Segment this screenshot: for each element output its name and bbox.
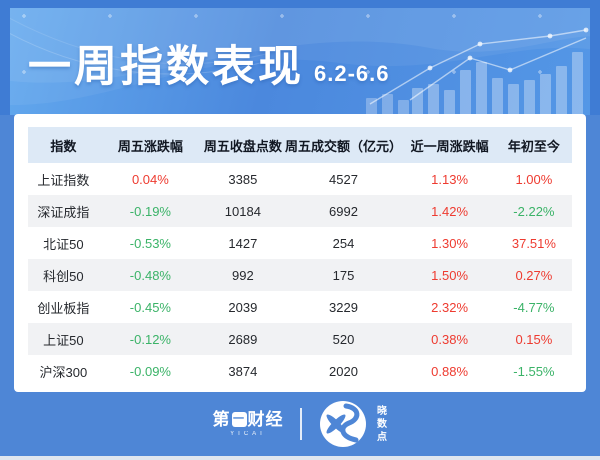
yicai-subtitle: YICAI: [230, 431, 266, 437]
cell-ytd: 1.00%: [515, 171, 553, 187]
cell-week-change: 2.32%: [431, 299, 469, 315]
cell-friday-change: -0.09%: [129, 363, 171, 379]
cell-index-name: 沪深300: [39, 364, 88, 380]
xiaoshudian-logo: 晓数点: [318, 399, 388, 449]
index-table: 指数 周五涨跌幅 周五收盘点数 周五成交额（亿元） 近一周涨跌幅 年初至今 上证指数 0.0…: [28, 127, 572, 387]
table-row: 北证50 -0.53% 1427 254 1.30% 37.51%: [28, 227, 572, 259]
cell-ytd: -2.22%: [495, 195, 572, 227]
xs-circle-icon: [319, 401, 366, 447]
logo-divider: [299, 408, 302, 440]
cell-friday-close: 3874: [228, 363, 258, 379]
cell-friday-change: -0.19%: [98, 195, 203, 227]
yicai-one-box: 一: [231, 412, 247, 427]
cell-index-name: 上证50: [28, 323, 99, 355]
cell-friday-change: 0.04%: [131, 171, 169, 187]
cell-week-change: 1.42%: [403, 195, 496, 227]
cell-friday-turnover: 520: [283, 323, 404, 355]
cell-week-change: 0.88%: [431, 363, 469, 379]
cell-ytd: 0.15%: [495, 323, 572, 355]
cell-friday-change: -0.53%: [129, 235, 171, 251]
cell-friday-close: 992: [202, 259, 284, 291]
cell-friday-close: 3385: [228, 171, 258, 187]
cell-week-change: 1.50%: [403, 259, 496, 291]
cell-friday-turnover: 3229: [329, 299, 358, 315]
cell-friday-change: -0.48%: [98, 259, 203, 291]
column-header: 周五成交额（亿元）: [283, 127, 404, 163]
column-header: 年初至今: [495, 127, 572, 163]
table-row: 上证50 -0.12% 2689 520 0.38% 0.15%: [28, 323, 572, 355]
column-header: 周五涨跌幅: [98, 127, 203, 163]
cell-friday-turnover: 2020: [329, 363, 358, 379]
cell-friday-turnover: 254: [332, 235, 355, 251]
yicai-logo: 第 一 财经 YICAI: [213, 411, 284, 437]
table-row: 创业板指 -0.45% 2039 3229 2.32% -4.77%: [28, 291, 572, 323]
cell-ytd: -4.77%: [513, 299, 555, 315]
cell-ytd: -1.55%: [513, 363, 555, 379]
table-row: 上证指数 0.04% 3385 4527 1.13% 1.00%: [28, 163, 572, 195]
cell-index-name: 上证指数: [37, 172, 90, 188]
cell-index-name: 深证成指: [28, 195, 99, 227]
index-table-card: 指数 周五涨跌幅 周五收盘点数 周五成交额（亿元） 近一周涨跌幅 年初至今 上证指数 0.0…: [14, 114, 586, 392]
column-header: 周五收盘点数: [202, 127, 284, 163]
table-header-row: 指数 周五涨跌幅 周五收盘点数 周五成交额（亿元） 近一周涨跌幅 年初至今: [28, 127, 572, 163]
yicai-text-post: 财经: [247, 410, 284, 429]
page-title: 一周指数表现: [28, 43, 304, 91]
footer: 第 一 财经 YICAI 晓数点: [0, 392, 600, 456]
cell-week-change: 1.30%: [431, 235, 469, 251]
banner-decoration: [10, 8, 590, 115]
column-header: 指数: [28, 127, 99, 163]
yicai-text-pre: 第: [212, 410, 231, 429]
xs-label: 晓数点: [374, 404, 386, 444]
cell-friday-change: -0.45%: [129, 299, 171, 315]
cell-friday-close: 2039: [228, 299, 258, 315]
banner: 一周指数表现 6.2-6.6: [10, 8, 590, 115]
cell-friday-close: 10184: [202, 195, 284, 227]
cell-index-name: 创业板指: [37, 300, 90, 316]
cell-week-change: 0.38%: [403, 323, 496, 355]
cell-friday-close: 2689: [202, 323, 284, 355]
cell-friday-turnover: 4527: [329, 171, 358, 187]
table-body: 上证指数 0.04% 3385 4527 1.13% 1.00% 深证成指 -0.19% 101…: [28, 163, 572, 387]
cell-ytd: 0.27%: [495, 259, 572, 291]
cell-friday-turnover: 175: [283, 259, 404, 291]
cell-friday-turnover: 6992: [283, 195, 404, 227]
cell-friday-close: 1427: [228, 235, 258, 251]
table-row: 深证成指 -0.19% 10184 6992 1.42% -2.22%: [28, 195, 572, 227]
column-header: 近一周涨跌幅: [403, 127, 496, 163]
cell-friday-change: -0.12%: [98, 323, 203, 355]
cell-index-name: 北证50: [43, 236, 84, 252]
bottom-strip: [0, 456, 600, 460]
cell-index-name: 科创50: [28, 259, 99, 291]
table-row: 沪深300 -0.09% 3874 2020 0.88% -1.55%: [28, 355, 572, 387]
date-range: 6.2-6.6: [314, 61, 390, 86]
cell-week-change: 1.13%: [431, 171, 469, 187]
table-row: 科创50 -0.48% 992 175 1.50% 0.27%: [28, 259, 572, 291]
cell-ytd: 37.51%: [511, 235, 556, 251]
